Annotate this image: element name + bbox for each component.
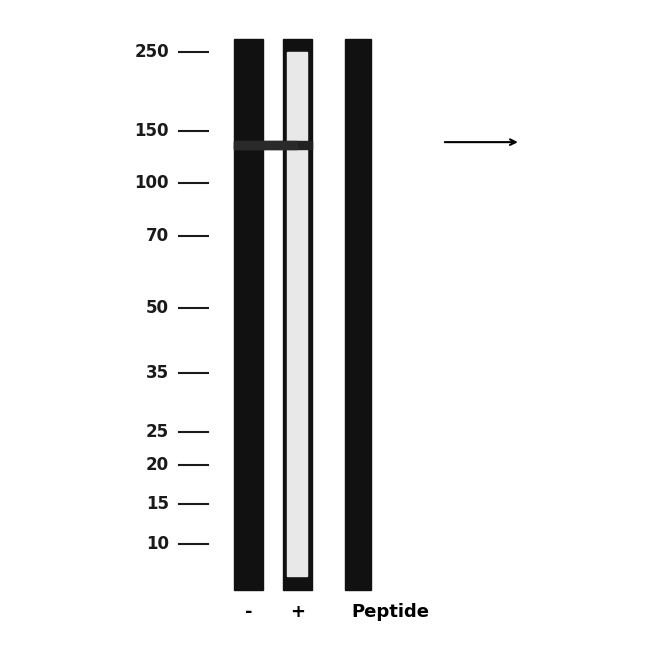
Text: 100: 100 (135, 174, 169, 193)
Text: 20: 20 (146, 456, 169, 474)
Text: Peptide: Peptide (351, 603, 429, 622)
Bar (283, 39, 312, 590)
Text: 70: 70 (146, 227, 169, 245)
Text: -: - (245, 603, 252, 622)
Bar (234, 141, 298, 149)
Text: 25: 25 (146, 423, 169, 441)
Bar (287, 52, 307, 576)
Text: 250: 250 (135, 43, 169, 62)
Text: 10: 10 (146, 534, 169, 553)
Text: 15: 15 (146, 495, 169, 514)
Bar (234, 39, 263, 590)
Text: 35: 35 (146, 364, 169, 383)
Text: +: + (290, 603, 305, 622)
Bar (234, 141, 312, 149)
Text: 150: 150 (135, 122, 169, 140)
Text: 50: 50 (146, 299, 169, 317)
Bar (344, 39, 370, 590)
